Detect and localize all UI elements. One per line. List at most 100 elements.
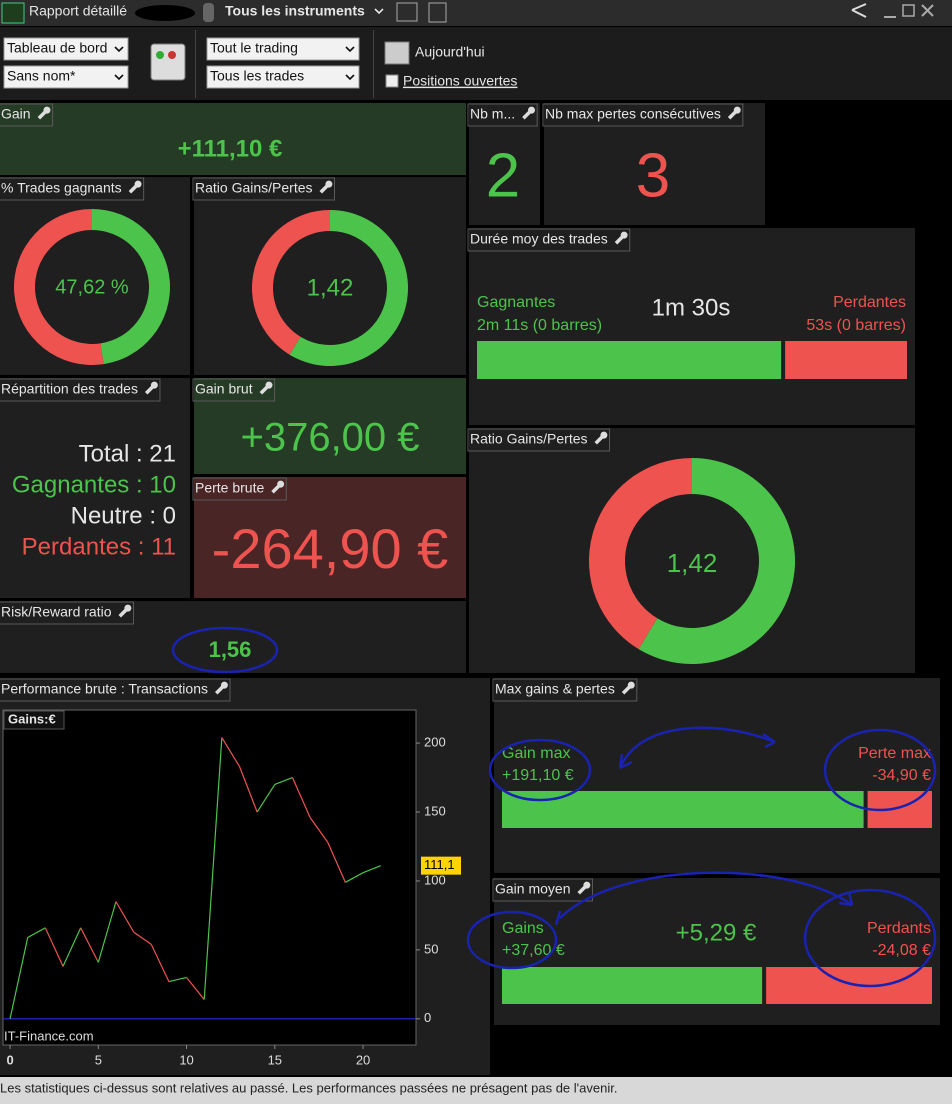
annotation-circle (466, 910, 558, 970)
doc-icon[interactable] (428, 2, 447, 23)
donut-label: 1,42 (307, 274, 354, 301)
bar-loss (766, 967, 932, 1004)
select-box[interactable] (3, 37, 129, 61)
wrench-icon[interactable] (319, 180, 333, 194)
wrench-icon[interactable] (128, 180, 142, 194)
select-value: Tous les trades (210, 68, 304, 84)
gain-label: Gain max (502, 745, 570, 762)
wrench-icon[interactable] (118, 604, 132, 618)
maximize-button[interactable] (902, 4, 915, 17)
panel-title: Durée moy des trades (470, 231, 608, 247)
average-value: 1m 30s (652, 294, 731, 321)
y-tick-label: 50 (424, 941, 438, 956)
panel-title-box (0, 103, 54, 127)
panel (194, 477, 466, 598)
panel-title: Ratio Gains/Pertes (195, 180, 313, 196)
panel-title: Performance brute : Transactions (1, 681, 208, 697)
gain-label: Gains (502, 920, 544, 937)
line-segment (133, 931, 152, 945)
last-value-label: 111,1 (424, 857, 455, 872)
period-button: Aujourd'hui (415, 44, 485, 60)
watermark: IT-Finance.com (4, 1028, 94, 1043)
distribution-line: Total : 21 (79, 440, 176, 467)
risk-reward-value: 1,56 (209, 637, 252, 662)
select-box[interactable] (3, 65, 129, 89)
donut-loss (252, 210, 330, 355)
donut-win (92, 209, 170, 365)
wrench-icon[interactable] (144, 381, 158, 395)
checkbox[interactable] (385, 74, 399, 88)
panel-title-box (192, 177, 335, 201)
wrench-icon[interactable] (621, 681, 635, 695)
wrench-icon[interactable] (522, 106, 536, 120)
wrench-icon[interactable] (37, 106, 51, 120)
y-tick-label: 0 (424, 1010, 431, 1025)
loss-label: Perdantes (833, 294, 906, 311)
loss-value: -24,08 € (872, 942, 931, 959)
settings-icon[interactable] (150, 43, 186, 81)
dropdown-chevron (345, 46, 355, 53)
panel-title-box (467, 228, 631, 252)
app-icon (1, 2, 25, 24)
line-segment (291, 777, 311, 818)
last-value-box (421, 856, 461, 875)
wrench-icon[interactable] (577, 881, 591, 895)
distribution-line: Neutre : 0 (71, 502, 176, 529)
distribution-line: Perdantes : 11 (22, 533, 176, 560)
annotation-arrow (554, 871, 854, 926)
panel-title-box (467, 428, 610, 452)
line-segment (274, 776, 293, 786)
win-value: 2m 11s (0 barres) (477, 317, 602, 334)
gain-value: +111,10 € (178, 135, 283, 162)
wrench-icon[interactable] (215, 681, 228, 695)
line-segment (256, 784, 276, 813)
calendar-icon[interactable] (384, 41, 410, 65)
x-tick-label: 5 (95, 1052, 102, 1067)
loss-value: -34,90 € (872, 767, 931, 784)
dropdown-chevron (114, 46, 124, 53)
wrench-icon[interactable] (614, 231, 628, 245)
panel-title: Nb m... (470, 106, 515, 122)
line-segment (27, 927, 46, 938)
wrench-icon[interactable] (594, 431, 608, 445)
y-tick-label: 200 (424, 735, 446, 750)
x-tick-label: 15 (268, 1052, 282, 1067)
instrument-select: Tous les instruments (225, 3, 365, 19)
checkbox-label: Positions ouvertes (403, 73, 517, 89)
panel-title: Gain brut (195, 381, 253, 397)
line-segment (345, 872, 364, 883)
bar-win (502, 967, 763, 1004)
annotation-circle (823, 728, 937, 812)
panel (0, 103, 466, 175)
select-box[interactable] (206, 37, 360, 61)
panel (0, 601, 466, 673)
line-segment (97, 901, 117, 963)
line-segment (186, 977, 205, 1000)
share-icon[interactable] (851, 3, 867, 18)
panel (469, 103, 540, 225)
panel-title: Max gains & pertes (495, 681, 615, 697)
wrench-icon[interactable] (727, 106, 741, 120)
panel-title-box (192, 477, 287, 501)
gross-gain-value: +376,00 € (240, 416, 419, 460)
count-value: 2 (486, 141, 520, 210)
chart-icon[interactable] (396, 2, 418, 22)
close-button[interactable] (921, 4, 934, 17)
select-value: Tout le trading (210, 40, 298, 56)
wrench-icon[interactable] (259, 381, 273, 395)
y-tick-label: 100 (424, 872, 446, 887)
line-segment (80, 927, 99, 963)
select-box[interactable] (206, 65, 360, 89)
dropdown-chevron (114, 74, 124, 81)
bar-loss (785, 341, 907, 379)
panel-title-box (0, 601, 134, 625)
line-segment (221, 737, 241, 767)
gain-value: +191,10 € (502, 767, 574, 784)
panel-title: Perte brute (195, 480, 264, 496)
panel-title-box (467, 103, 538, 127)
panel-title: Gain moyen (495, 881, 570, 897)
select-value: Sans nom* (7, 68, 76, 84)
line-segment (309, 817, 329, 843)
wrench-icon[interactable] (271, 480, 285, 494)
panel-title-box (0, 177, 145, 201)
